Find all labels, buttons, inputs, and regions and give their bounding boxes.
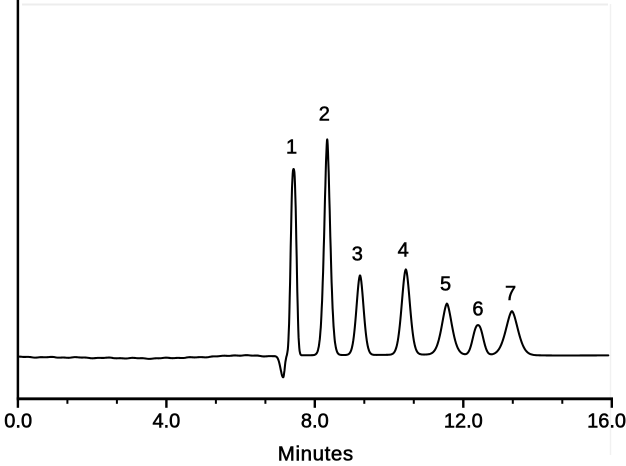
svg-text:8.0: 8.0 (301, 410, 329, 432)
svg-text:5: 5 (440, 274, 451, 296)
svg-text:2: 2 (319, 104, 330, 126)
svg-text:12.0: 12.0 (444, 410, 483, 432)
svg-text:1: 1 (286, 136, 297, 158)
svg-text:0.0: 0.0 (4, 410, 32, 432)
svg-text:4: 4 (398, 240, 409, 262)
svg-text:7: 7 (505, 283, 516, 305)
svg-text:4.0: 4.0 (152, 410, 180, 432)
svg-text:6: 6 (472, 298, 483, 320)
svg-text:16.0: 16.0 (587, 410, 626, 432)
svg-text:3: 3 (352, 243, 363, 265)
svg-text:Minutes: Minutes (278, 443, 354, 466)
